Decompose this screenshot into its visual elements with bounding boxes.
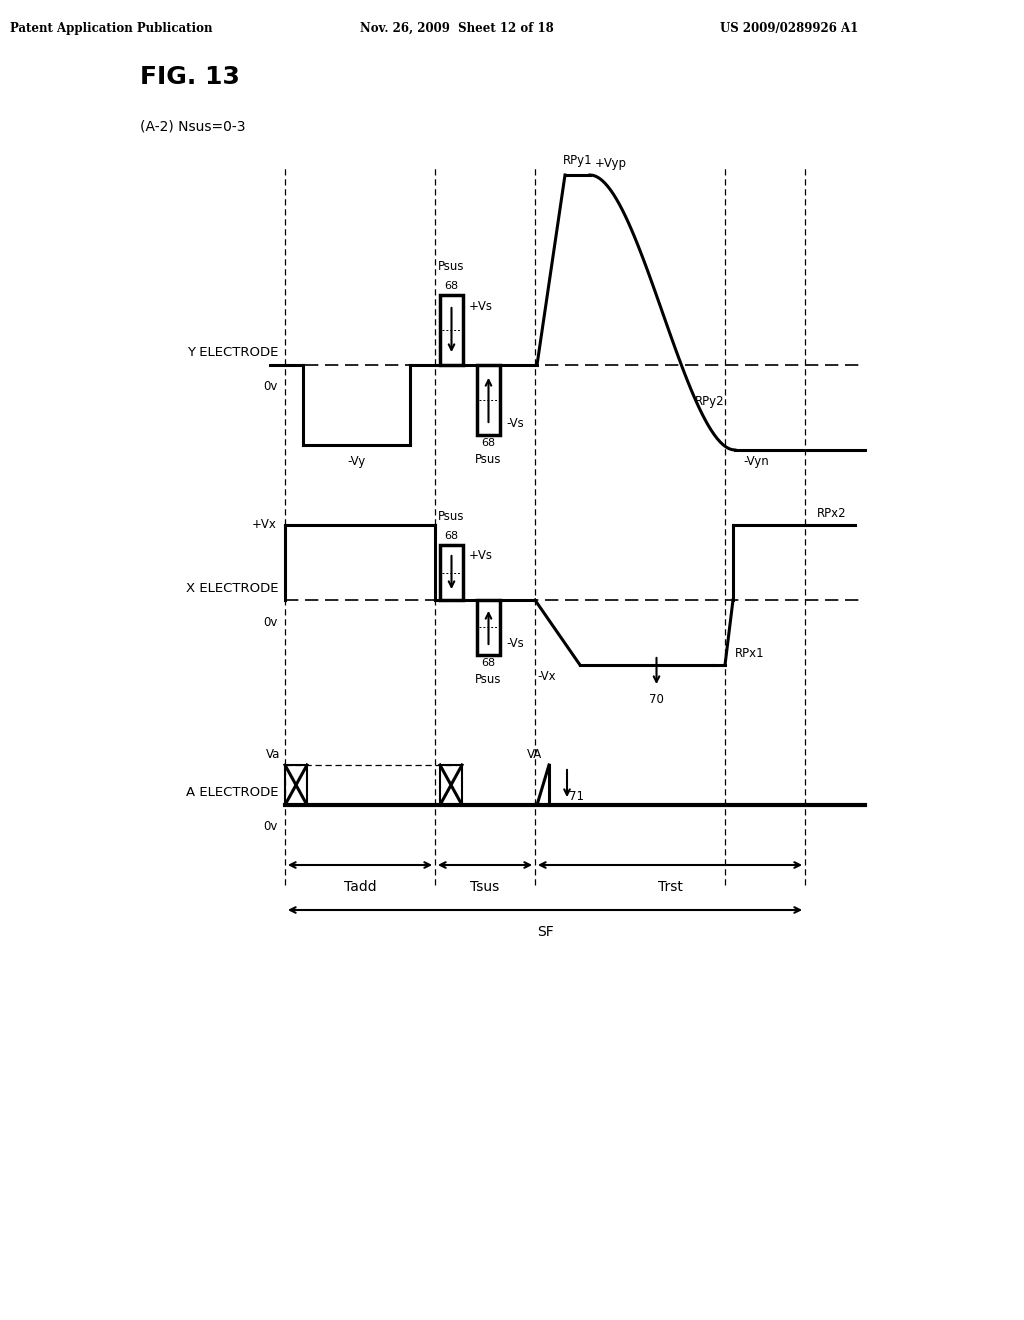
- Text: 70: 70: [649, 693, 664, 706]
- Text: RPy2: RPy2: [695, 395, 725, 408]
- Text: +Vs: +Vs: [469, 300, 493, 313]
- Text: RPx2: RPx2: [817, 507, 847, 520]
- Text: 0v: 0v: [263, 615, 278, 628]
- Text: FIG. 13: FIG. 13: [140, 65, 240, 88]
- Bar: [477, 366, 500, 436]
- Text: -Vs: -Vs: [506, 638, 523, 649]
- Bar: [440, 294, 463, 366]
- Text: 71: 71: [569, 789, 584, 803]
- Text: -Vs: -Vs: [506, 417, 523, 430]
- Text: Va: Va: [265, 748, 280, 762]
- Text: -Vy: -Vy: [347, 455, 366, 469]
- Text: Nov. 26, 2009  Sheet 12 of 18: Nov. 26, 2009 Sheet 12 of 18: [360, 22, 554, 36]
- Text: +Vyp: +Vyp: [595, 157, 627, 170]
- Text: Patent Application Publication: Patent Application Publication: [10, 22, 213, 36]
- Text: RPy1: RPy1: [563, 154, 593, 168]
- Text: X ELECTRODE: X ELECTRODE: [185, 582, 278, 594]
- Text: -Vx: -Vx: [537, 671, 556, 682]
- Text: -Vyn: -Vyn: [743, 455, 769, 469]
- Text: US 2009/0289926 A1: US 2009/0289926 A1: [720, 22, 858, 36]
- Text: 0v: 0v: [263, 821, 278, 833]
- Text: +Vx: +Vx: [252, 519, 278, 532]
- Text: RPx1: RPx1: [735, 647, 765, 660]
- Text: Psus: Psus: [475, 673, 502, 686]
- Text: A ELECTRODE: A ELECTRODE: [185, 787, 278, 800]
- Bar: [440, 766, 462, 805]
- Text: 0v: 0v: [263, 380, 278, 393]
- Text: 68: 68: [481, 438, 496, 447]
- Text: Psus: Psus: [475, 453, 502, 466]
- Text: VA: VA: [527, 748, 543, 762]
- Text: 68: 68: [481, 657, 496, 668]
- Text: Trst: Trst: [657, 880, 682, 894]
- Text: 68: 68: [444, 531, 459, 541]
- Text: Tadd: Tadd: [344, 880, 376, 894]
- Text: Tsus: Tsus: [470, 880, 500, 894]
- Text: +Vs: +Vs: [469, 549, 493, 562]
- Bar: [440, 545, 463, 601]
- Bar: [285, 766, 307, 805]
- Text: 68: 68: [444, 281, 459, 290]
- Text: Psus: Psus: [438, 260, 465, 273]
- Text: SF: SF: [537, 925, 553, 939]
- Text: Y ELECTRODE: Y ELECTRODE: [186, 346, 278, 359]
- Text: Psus: Psus: [438, 510, 465, 523]
- Bar: [477, 601, 500, 655]
- Text: (A-2) Nsus=0-3: (A-2) Nsus=0-3: [140, 120, 246, 135]
